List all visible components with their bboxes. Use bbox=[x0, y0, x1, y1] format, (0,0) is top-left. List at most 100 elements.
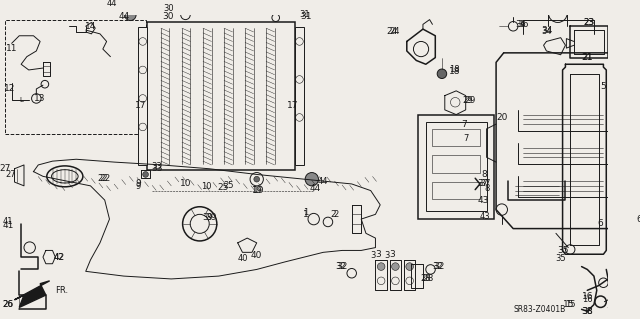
Text: 38: 38 bbox=[582, 307, 593, 316]
Circle shape bbox=[125, 9, 136, 20]
Text: 39: 39 bbox=[205, 213, 217, 222]
Text: 8: 8 bbox=[484, 184, 489, 193]
Bar bbox=[426, 122, 486, 211]
Text: 31: 31 bbox=[299, 10, 310, 19]
Text: 6: 6 bbox=[637, 215, 640, 224]
Text: 14: 14 bbox=[84, 22, 96, 31]
Bar bbox=[418, 115, 494, 219]
Circle shape bbox=[305, 173, 319, 186]
Text: 22: 22 bbox=[97, 174, 108, 183]
Text: 42: 42 bbox=[54, 253, 65, 262]
Text: 26: 26 bbox=[3, 300, 13, 309]
Text: 32: 32 bbox=[337, 262, 348, 271]
Text: 19: 19 bbox=[252, 186, 262, 195]
Text: SR83-Z0401B: SR83-Z0401B bbox=[513, 305, 565, 314]
Text: L: L bbox=[19, 97, 23, 103]
Text: 26: 26 bbox=[2, 300, 13, 309]
Text: 29: 29 bbox=[462, 96, 473, 105]
Text: 32: 32 bbox=[432, 262, 442, 271]
Circle shape bbox=[406, 263, 413, 271]
Text: 1: 1 bbox=[303, 210, 309, 219]
Text: 37: 37 bbox=[479, 180, 490, 189]
Text: 25: 25 bbox=[218, 183, 229, 192]
Text: 44: 44 bbox=[310, 184, 321, 193]
Text: 28: 28 bbox=[420, 274, 431, 284]
Text: 21: 21 bbox=[582, 53, 593, 62]
Text: 38: 38 bbox=[582, 307, 593, 316]
Text: 16: 16 bbox=[582, 293, 593, 301]
Text: 27: 27 bbox=[0, 164, 11, 173]
Text: 15: 15 bbox=[563, 300, 574, 309]
Bar bbox=[294, 27, 304, 165]
Text: 3: 3 bbox=[390, 250, 396, 259]
Text: 34: 34 bbox=[541, 26, 553, 34]
Text: 9: 9 bbox=[135, 182, 141, 191]
Text: 29: 29 bbox=[465, 96, 476, 105]
Text: 3: 3 bbox=[370, 251, 375, 260]
Text: 24: 24 bbox=[389, 27, 400, 36]
Text: 20: 20 bbox=[496, 113, 508, 122]
Text: 35: 35 bbox=[557, 246, 568, 255]
Text: 24: 24 bbox=[386, 27, 397, 36]
Text: 32: 32 bbox=[433, 262, 445, 271]
Text: 18: 18 bbox=[449, 67, 460, 76]
Text: 8: 8 bbox=[482, 170, 488, 179]
Text: 27: 27 bbox=[5, 170, 15, 179]
Bar bbox=[433, 182, 480, 199]
Text: 19: 19 bbox=[253, 186, 264, 195]
Circle shape bbox=[143, 172, 148, 177]
Text: 23: 23 bbox=[584, 18, 595, 27]
Text: 44: 44 bbox=[118, 12, 129, 21]
Text: 15: 15 bbox=[565, 300, 575, 309]
Text: 3: 3 bbox=[376, 250, 381, 259]
Bar bbox=[138, 27, 147, 165]
Text: 11: 11 bbox=[6, 44, 17, 53]
Text: 12: 12 bbox=[4, 85, 15, 93]
Text: 23: 23 bbox=[584, 18, 595, 27]
Text: 40: 40 bbox=[251, 251, 262, 260]
Bar bbox=[433, 129, 480, 146]
Text: 33: 33 bbox=[152, 162, 163, 171]
Text: 22: 22 bbox=[99, 174, 110, 183]
Text: 44: 44 bbox=[318, 177, 328, 186]
Text: 6: 6 bbox=[598, 219, 604, 228]
Text: 28: 28 bbox=[422, 274, 433, 284]
Text: 36: 36 bbox=[515, 20, 526, 29]
Text: 35: 35 bbox=[556, 255, 566, 263]
Text: 21: 21 bbox=[582, 53, 593, 62]
Circle shape bbox=[378, 263, 385, 271]
Circle shape bbox=[437, 69, 447, 78]
Text: 39: 39 bbox=[202, 213, 212, 222]
Bar bbox=[5, 19, 145, 134]
Text: 43: 43 bbox=[477, 196, 488, 204]
Text: FR.: FR. bbox=[55, 286, 68, 295]
Text: 2: 2 bbox=[330, 210, 335, 219]
Text: 13: 13 bbox=[35, 94, 46, 103]
Text: 34: 34 bbox=[541, 27, 552, 36]
Text: 7: 7 bbox=[463, 134, 468, 143]
Circle shape bbox=[254, 176, 260, 182]
Text: 17: 17 bbox=[135, 100, 147, 110]
Text: 3: 3 bbox=[384, 251, 390, 260]
Text: 5: 5 bbox=[600, 82, 606, 91]
Text: 10: 10 bbox=[201, 182, 212, 191]
Text: 30: 30 bbox=[163, 4, 173, 13]
Text: 25: 25 bbox=[223, 181, 234, 190]
Text: 30: 30 bbox=[163, 12, 174, 21]
Text: 33: 33 bbox=[151, 164, 163, 173]
Text: 18: 18 bbox=[449, 65, 460, 74]
Text: 44: 44 bbox=[106, 0, 116, 8]
Text: 42: 42 bbox=[54, 253, 65, 262]
Circle shape bbox=[392, 263, 399, 271]
Text: 32: 32 bbox=[335, 262, 346, 271]
Text: 43: 43 bbox=[479, 212, 490, 221]
Text: 37: 37 bbox=[477, 180, 488, 189]
Text: 41: 41 bbox=[3, 218, 13, 226]
Bar bbox=[433, 155, 480, 173]
Polygon shape bbox=[15, 281, 50, 308]
Text: 36: 36 bbox=[517, 20, 529, 29]
Text: 16: 16 bbox=[582, 295, 593, 304]
Bar bbox=[147, 22, 294, 170]
Text: 10: 10 bbox=[180, 180, 191, 189]
Text: 1: 1 bbox=[303, 208, 308, 217]
